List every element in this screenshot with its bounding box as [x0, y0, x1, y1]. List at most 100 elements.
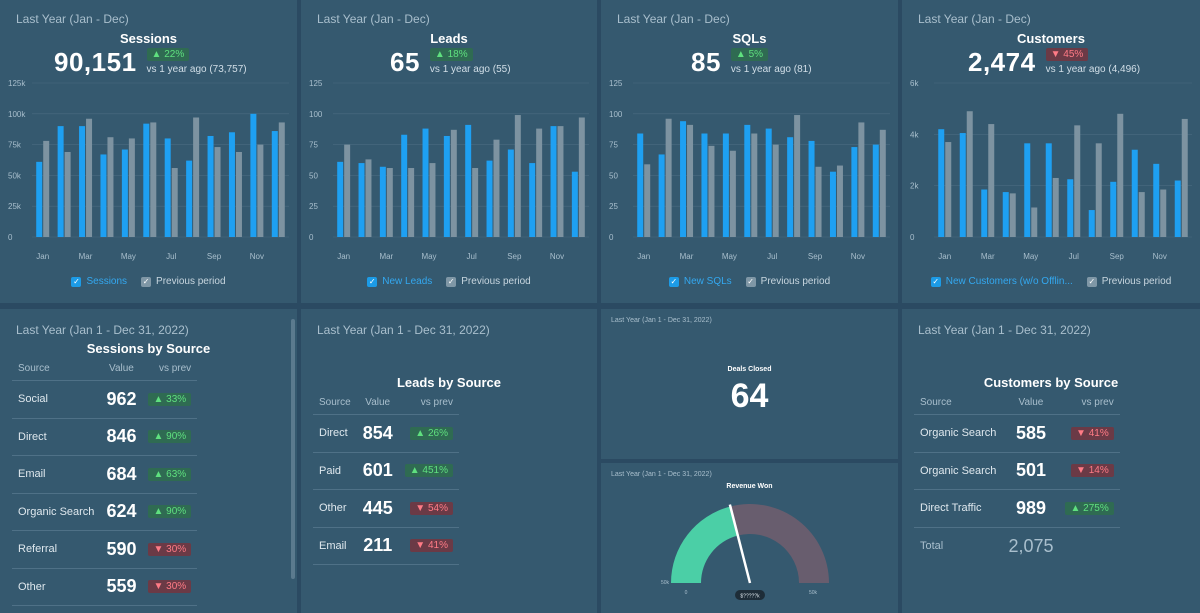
- bar-previous: [557, 126, 564, 237]
- bar-chart: 0 25k 50k 75k 100k 125k Jan Mar May Jul Sep Nov: [8, 79, 289, 261]
- bar-previous: [1138, 192, 1145, 237]
- leads-by-source-widget[interactable]: Last Year (Jan 1 - Dec 31, 2022) Leads b…: [301, 309, 597, 613]
- bar-current: [851, 147, 858, 237]
- customers-by-source-widget[interactable]: Last Year (Jan 1 - Dec 31, 2022) Custome…: [902, 309, 1200, 613]
- change-badge: ▲ 275%: [1065, 501, 1114, 515]
- table-row[interactable]: Organic Search 585 ▼ 41%: [914, 414, 1120, 453]
- column-header-source: Source: [914, 397, 1003, 415]
- bar-previous: [1074, 125, 1081, 237]
- legend-item-previous[interactable]: ✓ Previous period: [446, 276, 531, 287]
- gauge-max-label: 50k: [809, 590, 818, 596]
- bar-previous: [472, 168, 479, 237]
- y-tick-label: 0: [309, 233, 314, 242]
- table-row[interactable]: Other 445 ▼ 54%: [313, 489, 459, 528]
- bar-current: [379, 166, 386, 237]
- bar-chart: 0 25 50 75 100 125 Jan Mar May Jul Sep Nov: [309, 79, 589, 261]
- revenue-gauge: 50k 0 50k $?????k: [661, 504, 829, 600]
- change-badge: ▲ 5%: [730, 48, 769, 61]
- kpi-summary: 2,474 ▼ 45% vs 1 year ago (4,496): [968, 48, 1140, 76]
- kpi-summary: 65 ▲ 18% vs 1 year ago (55): [390, 48, 511, 76]
- kpi-widget-sessions[interactable]: Last Year (Jan - Dec) Sessions 90,151 ▲ …: [0, 0, 297, 303]
- checkbox-checked-icon: ✓: [446, 276, 457, 287]
- bar-current: [1002, 192, 1009, 237]
- bar-previous: [171, 168, 178, 237]
- x-tick-label: Jan: [637, 252, 650, 261]
- table-row[interactable]: Social 962 ▲ 33%: [12, 380, 198, 419]
- legend-item-current[interactable]: ✓ New SQLs: [668, 276, 732, 287]
- source-change: ▲ 90%: [142, 493, 198, 531]
- source-name: Organic Search: [914, 452, 1003, 490]
- total-value: 2,075: [1008, 535, 1054, 556]
- x-tick-label: May: [421, 252, 436, 261]
- bar-previous: [1181, 118, 1188, 237]
- widget-title: Sessions: [119, 31, 178, 46]
- table-row[interactable]: Organic Search 624 ▲ 90%: [12, 493, 198, 531]
- kpi-value: 90,151: [54, 47, 137, 77]
- bar-previous: [408, 168, 415, 237]
- table-row[interactable]: Paid 601 ▲ 451%: [313, 452, 459, 490]
- bar-current: [872, 144, 879, 237]
- table-row[interactable]: Direct 846 ▲ 90%: [12, 418, 198, 456]
- chart-legend: ✓ New Customers (w/o Offlin... ✓ Previous …: [902, 276, 1200, 287]
- source-value: 989: [1002, 489, 1060, 528]
- change-badge: ▼ 30%: [148, 580, 192, 594]
- table-row[interactable]: Referral 590 ▼ 30%: [12, 530, 198, 569]
- bar-current: [1045, 143, 1052, 237]
- legend-item-previous[interactable]: ✓ Previous period: [141, 276, 226, 287]
- x-tick-label: Sep: [507, 252, 522, 261]
- kpi-widget-leads[interactable]: Last Year (Jan - Dec) Leads 65 ▲ 18% vs …: [301, 0, 597, 303]
- table-total-row: Total 2,075: [914, 527, 1120, 565]
- column-header-source: Source: [12, 363, 101, 381]
- bar-current: [164, 138, 171, 237]
- source-change: ▼ 54%: [398, 489, 459, 528]
- bar-current: [701, 133, 708, 237]
- table-row[interactable]: Email 684 ▲ 63%: [12, 455, 198, 494]
- scrollbar[interactable]: [291, 319, 295, 579]
- table-row[interactable]: Email 211 ▼ 41%: [313, 527, 459, 565]
- table-row[interactable]: Organic Search 501 ▼ 14%: [914, 452, 1120, 490]
- x-tick-label: Mar: [379, 252, 393, 261]
- legend-item-current[interactable]: ✓ New Customers (w/o Offlin...: [930, 276, 1073, 287]
- bar-current: [250, 113, 257, 237]
- bar-current: [550, 126, 557, 237]
- y-tick-label: 0: [609, 233, 614, 242]
- bar-previous: [128, 138, 135, 237]
- bar-previous: [1052, 177, 1059, 237]
- gauge-target-label: 50k: [661, 580, 670, 586]
- column-header-value: Value: [1002, 397, 1060, 415]
- bar-previous: [858, 122, 865, 237]
- table-row[interactable]: Direct Traffic 989 ▲ 275%: [914, 489, 1120, 528]
- legend-item-previous[interactable]: ✓ Previous period: [745, 276, 831, 287]
- widget-title: Deals Closed: [727, 366, 772, 373]
- x-tick-label: Sep: [808, 252, 823, 261]
- x-tick-label: Sep: [207, 252, 222, 261]
- source-table: Source Value vs prev Direct 854 ▲ 26% Paid 6…: [313, 397, 459, 565]
- deals-closed-widget[interactable]: Last Year (Jan 1 - Dec 31, 2022) Deals C…: [601, 309, 898, 459]
- sessions-by-source-widget[interactable]: Last Year (Jan 1 - Dec 31, 2022) Session…: [0, 309, 297, 613]
- source-value: 684: [100, 455, 143, 494]
- gauge-min-label: 0: [685, 590, 688, 596]
- source-value: 624: [100, 493, 143, 531]
- kpi-widget-sqls[interactable]: Last Year (Jan - Dec) SQLs 85 ▲ 5% vs 1 …: [601, 0, 898, 303]
- source-name: Direct: [12, 418, 101, 456]
- source-change: ▲ 275%: [1059, 489, 1120, 528]
- widget-title: Customers by Source: [983, 375, 1119, 390]
- kpi-widget-customers[interactable]: Last Year (Jan - Dec) Customers 2,474 ▼ …: [902, 0, 1200, 303]
- legend-item-current[interactable]: ✓ New Leads: [367, 276, 433, 287]
- bar-current: [271, 131, 278, 237]
- table-row[interactable]: Other 559 ▼ 30%: [12, 568, 198, 606]
- checkbox-checked-icon: ✓: [668, 276, 679, 287]
- change-badge: ▲ 90%: [148, 430, 192, 444]
- chart-legend: ✓ New SQLs ✓ Previous period: [601, 276, 898, 287]
- checkbox-checked-icon: ✓: [71, 276, 82, 287]
- legend-item-previous[interactable]: ✓ Previous period: [1086, 276, 1172, 287]
- bar-current: [36, 161, 43, 237]
- bar-previous: [193, 117, 200, 237]
- revenue-won-widget[interactable]: Last Year (Jan 1 - Dec 31, 2022) Revenue…: [601, 463, 898, 613]
- widget-title: Leads: [430, 31, 468, 46]
- y-tick-label: 4k: [910, 130, 919, 139]
- legend-item-current[interactable]: ✓ Sessions: [71, 276, 128, 287]
- change-badge: ▼ 54%: [410, 501, 453, 515]
- change-badge: ▼ 45%: [1045, 48, 1089, 61]
- table-row[interactable]: Direct 854 ▲ 26%: [313, 414, 459, 453]
